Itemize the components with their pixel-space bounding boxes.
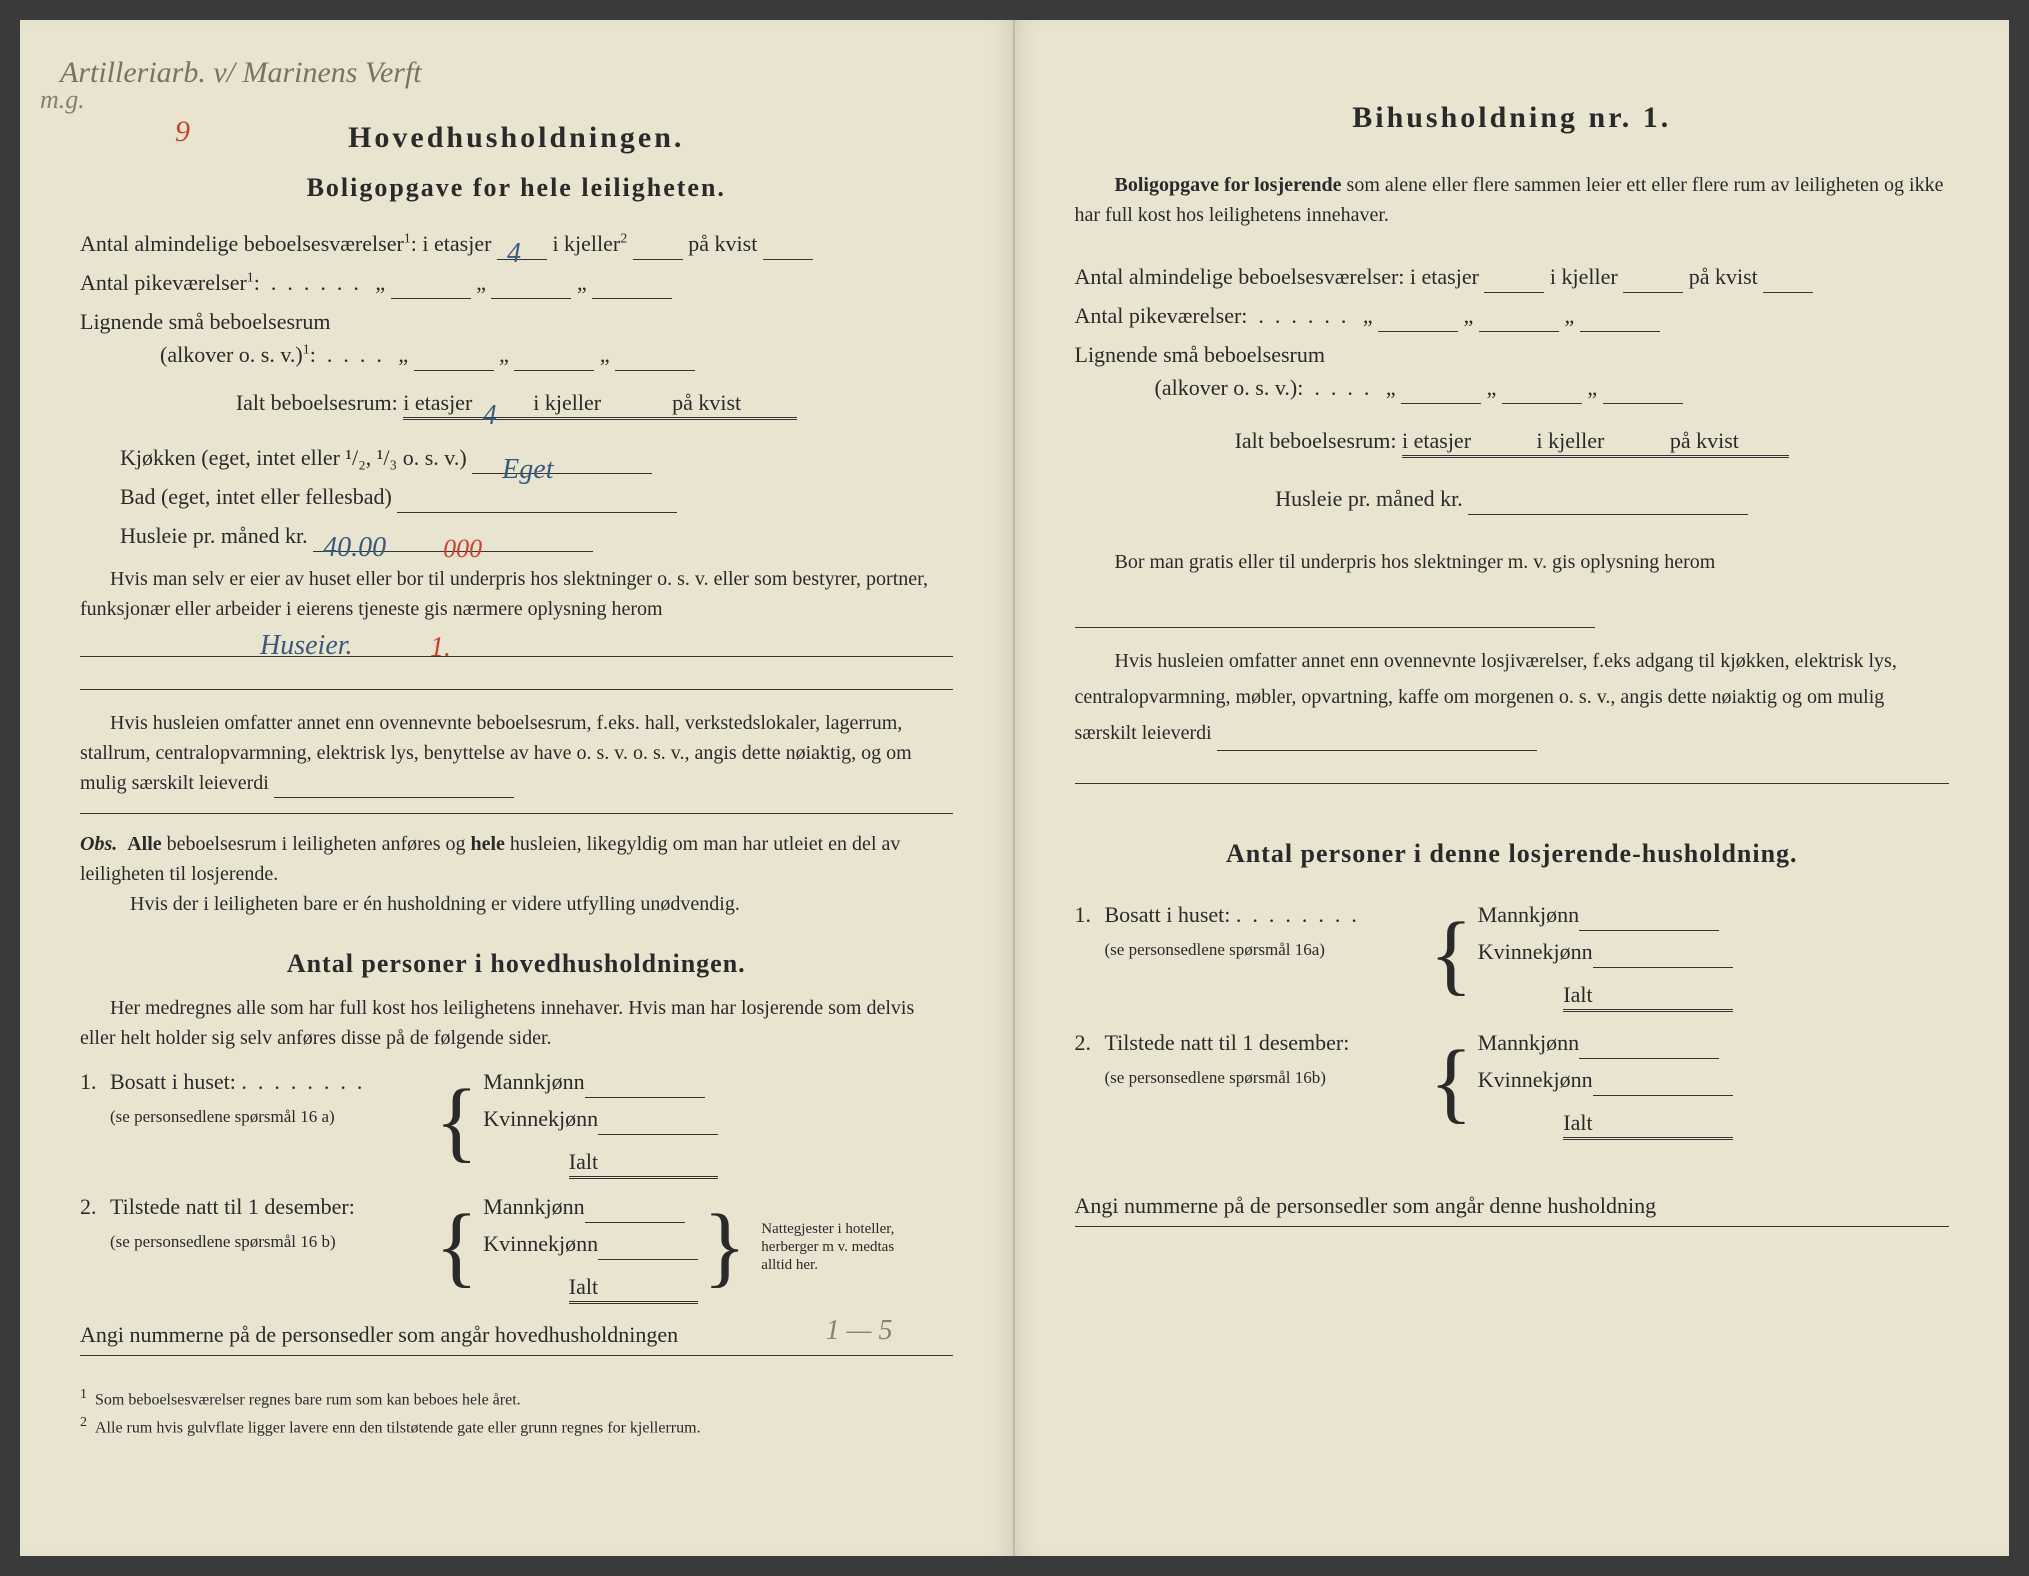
r-line-rooms: Antal almindelige beboelsesværelser: i e… <box>1075 260 1950 293</box>
sub-heading: Boligopgave for hele leiligheten. <box>80 168 953 207</box>
obs-block: Obs. Alle beboelsesrum i leiligheten anf… <box>80 829 953 919</box>
r-line-rent: Husleie pr. måned kr. <box>1075 482 1950 515</box>
line-rooms-ordinary: Antal almindelige beboelsesværelser1: i … <box>80 227 953 260</box>
page-right: Bihusholdning nr. 1. Boligopgave for los… <box>1015 20 2010 1556</box>
handwritten-header: Artilleriarb. v/ Marinens Verft <box>60 50 422 95</box>
fill-line <box>80 666 953 690</box>
r-line-small: Lignende små beboelsesrum (alkover o. s.… <box>1075 338 1950 404</box>
line-small-rooms: Lignende små beboelsesrum (alkover o. s.… <box>80 305 953 371</box>
line-kitchen: Kjøkken (eget, intet eller ¹/₂, ¹/₃ o. s… <box>80 441 953 474</box>
angi-line: Angi nummerne på de personsedler som ang… <box>80 1318 953 1356</box>
r-question-2: 2. Tilstede natt til 1 desember: (se per… <box>1075 1026 1950 1139</box>
owner-fill-line: Huseier. 1. <box>80 629 953 657</box>
para-rent-includes: Hvis husleien omfatter annet enn ovennev… <box>80 708 953 798</box>
section-divider <box>80 813 953 814</box>
line-total-rooms: Ialt beboelsesrum: i etasjer 4 i kjeller… <box>80 386 953 421</box>
right-intro: Boligopgave for losjerende som alene ell… <box>1075 170 1950 230</box>
right-heading: Bihusholdning nr. 1. <box>1075 95 1950 140</box>
question-2-present: 2. Tilstede natt til 1 desember: (se per… <box>80 1190 953 1303</box>
r-question-1: 1. Bosatt i huset: . . . . . . . . (se p… <box>1075 898 1950 1011</box>
persons-heading: Antal personer i hovedhusholdningen. <box>80 944 953 983</box>
r-para-gratis: Bor man gratis eller til underpris hos s… <box>1075 540 1950 628</box>
para-owner-info: Hvis man selv er eier av huset eller bor… <box>80 564 953 624</box>
footnotes: 1 Som beboelsesværelser regnes bare rum … <box>80 1376 953 1441</box>
main-heading: Hovedhusholdningen. <box>80 115 953 160</box>
line-rent: Husleie pr. måned kr. 40.00 000 <box>80 519 953 552</box>
persons-intro: Her medregnes alle som har full kost hos… <box>80 993 953 1053</box>
handwritten-margin: m.g. <box>40 80 85 119</box>
line-bath: Bad (eget, intet eller fellesbad) <box>80 480 953 513</box>
r-persons-heading: Antal personer i denne losjerende-hushol… <box>1075 834 1950 873</box>
r-line-maid: Antal pikeværelser: . . . . . . „ „ „ <box>1075 299 1950 332</box>
r-line-total: Ialt beboelsesrum: i etasjer i kjeller p… <box>1075 424 1950 457</box>
r-para-includes: Hvis husleien omfatter annet enn ovennev… <box>1075 643 1950 751</box>
question-1-resident: 1. Bosatt i huset: . . . . . . . . (se p… <box>80 1065 953 1178</box>
handwritten-red-9: 9 <box>175 109 190 154</box>
fill-line <box>1075 758 1950 784</box>
page-left: Artilleriarb. v/ Marinens Verft m.g. 9 H… <box>20 20 1015 1556</box>
line-maid-rooms: Antal pikeværelser1: . . . . . . „ „ „ <box>80 266 953 299</box>
r-angi-line: Angi nummerne på de personsedler som ang… <box>1075 1189 1950 1227</box>
census-form-document: Artilleriarb. v/ Marinens Verft m.g. 9 H… <box>20 20 2009 1556</box>
